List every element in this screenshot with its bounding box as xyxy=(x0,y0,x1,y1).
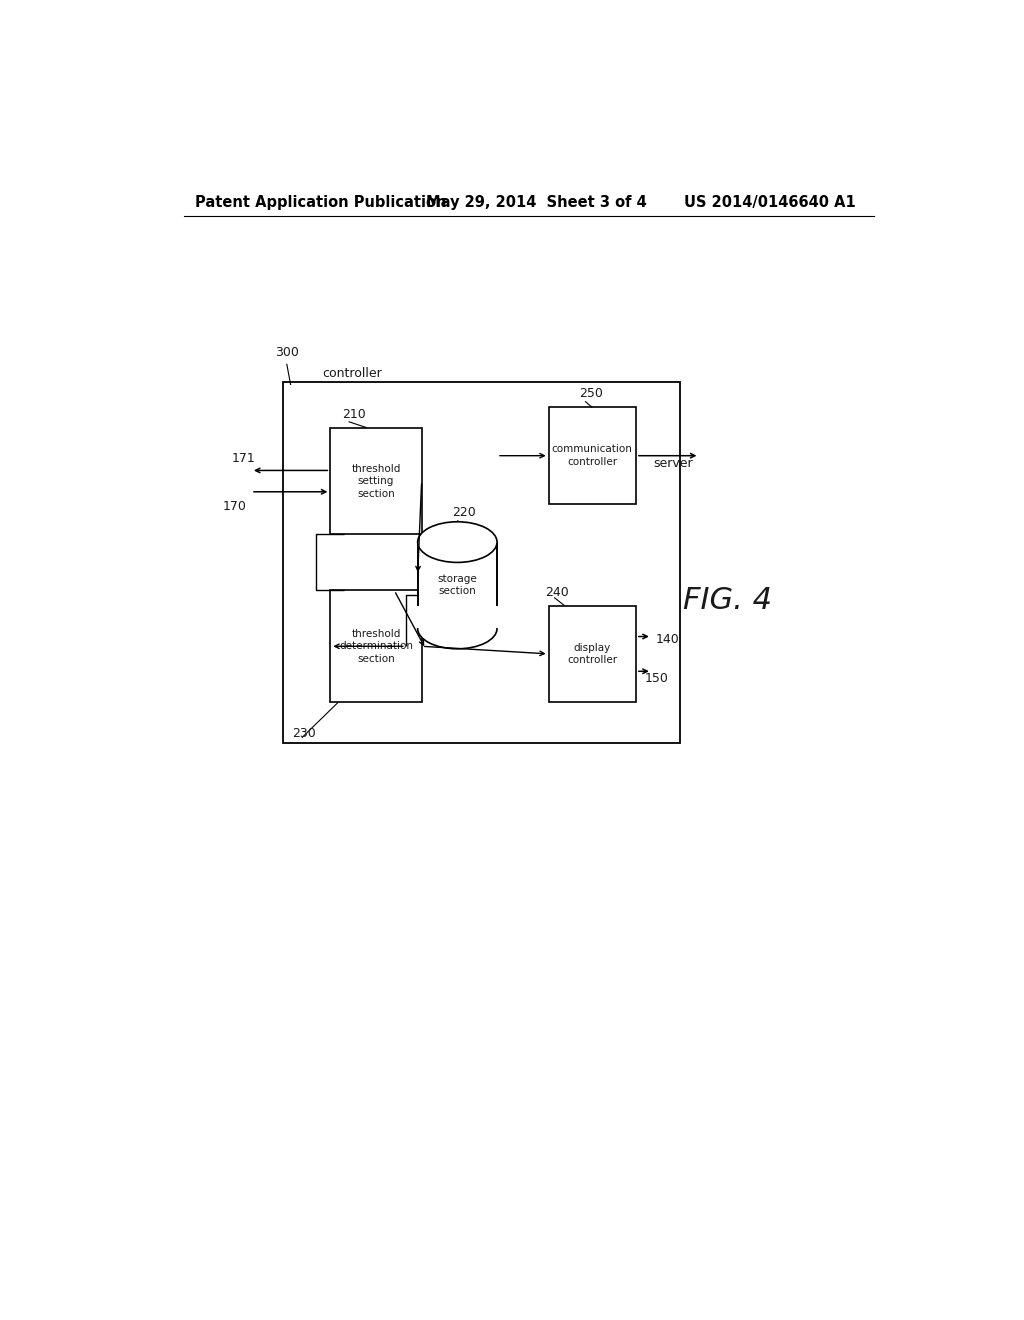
Text: server: server xyxy=(653,457,693,470)
Bar xyxy=(283,381,680,743)
Text: 210: 210 xyxy=(342,408,366,421)
Text: FIG. 4: FIG. 4 xyxy=(683,586,772,615)
Bar xyxy=(331,590,422,702)
Text: communication
controller: communication controller xyxy=(552,445,633,467)
Text: 240: 240 xyxy=(545,586,568,598)
Text: 220: 220 xyxy=(452,507,475,519)
Text: 250: 250 xyxy=(579,387,603,400)
Text: Patent Application Publication: Patent Application Publication xyxy=(196,194,446,210)
Bar xyxy=(549,606,636,702)
Text: storage
section: storage section xyxy=(437,574,477,597)
Text: 230: 230 xyxy=(292,727,316,739)
Bar xyxy=(418,543,497,628)
Bar xyxy=(331,428,422,535)
Text: threshold
setting
section: threshold setting section xyxy=(351,463,400,499)
Text: display
controller: display controller xyxy=(567,643,617,665)
Text: threshold
determination
section: threshold determination section xyxy=(339,628,413,664)
Text: 140: 140 xyxy=(655,632,680,645)
Text: May 29, 2014  Sheet 3 of 4: May 29, 2014 Sheet 3 of 4 xyxy=(426,194,646,210)
Bar xyxy=(549,408,636,504)
Text: US 2014/0146640 A1: US 2014/0146640 A1 xyxy=(684,194,855,210)
Text: 171: 171 xyxy=(231,453,255,466)
Bar xyxy=(416,606,499,628)
Text: 170: 170 xyxy=(223,500,247,513)
Ellipse shape xyxy=(418,609,497,649)
Text: controller: controller xyxy=(323,367,382,380)
Ellipse shape xyxy=(418,521,497,562)
Text: 150: 150 xyxy=(645,672,669,685)
Text: 300: 300 xyxy=(274,346,299,359)
